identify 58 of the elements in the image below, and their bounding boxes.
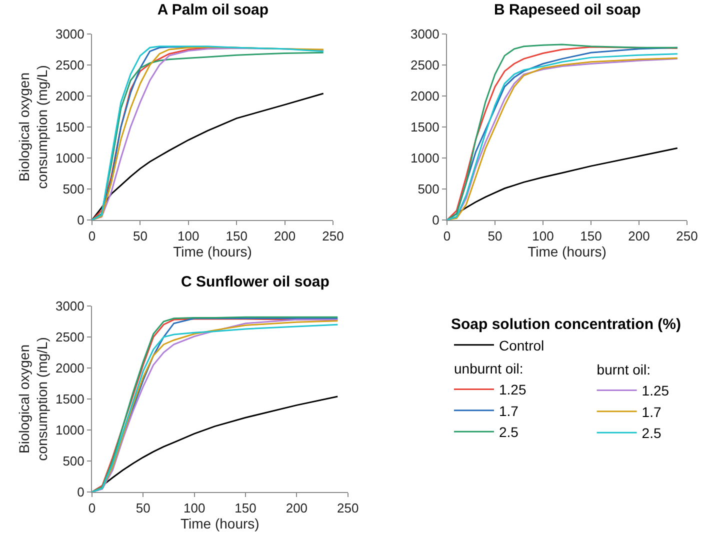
x-tick-label: 50 — [136, 500, 150, 516]
x-tick-label: 200 — [628, 228, 650, 244]
text: burnt oil: — [596, 361, 651, 378]
x-tick-label: 100 — [532, 228, 554, 244]
y-tick-label: 1000 — [55, 150, 84, 166]
x-axis-title: Time (hours) — [528, 244, 606, 260]
legend-label: 1.7 — [499, 402, 519, 419]
legend-title: Soap solution concentration (%) — [451, 316, 682, 334]
x-tick-label: 100 — [178, 228, 200, 244]
x-tick-label: 150 — [234, 500, 256, 516]
text: unburnt oil: — [454, 360, 524, 376]
y-tick-label: 0 — [77, 212, 84, 228]
x-tick-label: 50 — [132, 228, 148, 244]
x-tick-label: 200 — [274, 228, 296, 244]
y-tick-label: 3000 — [55, 298, 84, 314]
y-tick-label: 2500 — [55, 58, 84, 73]
legend-label: 2.5 — [499, 424, 519, 440]
y-tick-label: 1500 — [55, 120, 84, 135]
x-tick-label: 200 — [286, 500, 308, 516]
y-tick-label: 1500 — [55, 392, 84, 407]
x-tick-label: 0 — [88, 228, 96, 244]
y-tick-label: 2500 — [55, 330, 84, 345]
y-axis-title: Biological oxygen consumption (mg/L) — [16, 337, 50, 461]
y-tick-label: 2500 — [410, 58, 440, 73]
y-tick-label: 500 — [62, 454, 84, 469]
x-tick-label: 0 — [443, 228, 451, 244]
legend-label: Control — [499, 337, 544, 354]
legend-label: 1.7 — [642, 404, 662, 420]
chart-title: A Palm oil soap — [157, 2, 269, 19]
x-tick-label: 100 — [183, 500, 206, 516]
y-tick-label: 0 — [432, 212, 440, 228]
y-tick-label: 2000 — [55, 88, 84, 104]
y-axis-title: Biological oxygen consumption (mg/L) — [16, 65, 50, 189]
x-axis-title: Time (hours) — [173, 244, 252, 260]
y-tick-label: 500 — [62, 182, 84, 197]
x-tick-label: 250 — [337, 500, 359, 516]
x-tick-label: 50 — [488, 228, 502, 244]
legend-label: 1.25 — [642, 382, 670, 399]
y-tick-label: 3000 — [55, 26, 84, 42]
y-tick-label: 0 — [77, 484, 84, 500]
x-tick-label: 150 — [226, 228, 248, 244]
line-series — [92, 92, 324, 220]
y-tick-label: 3000 — [410, 26, 440, 42]
x-axis-title: Time (hours) — [180, 516, 260, 532]
y-tick-label: 1500 — [410, 120, 440, 135]
x-tick-label: 250 — [322, 228, 344, 244]
x-tick-label: 250 — [676, 228, 698, 244]
y-tick-label: 500 — [418, 182, 440, 197]
legend-label: 2.5 — [642, 425, 662, 442]
y-tick-label: 1000 — [55, 422, 84, 438]
x-tick-label: 150 — [580, 228, 602, 244]
legend-label: 1.25 — [499, 382, 526, 398]
chart-title: C Sunflower oil soap — [181, 274, 330, 291]
y-tick-label: 1000 — [410, 150, 440, 166]
y-tick-label: 2000 — [410, 88, 440, 104]
y-tick-label: 2000 — [55, 360, 84, 376]
chart-title: B Rapeseed oil soap — [494, 2, 641, 19]
x-tick-label: 0 — [88, 500, 96, 516]
